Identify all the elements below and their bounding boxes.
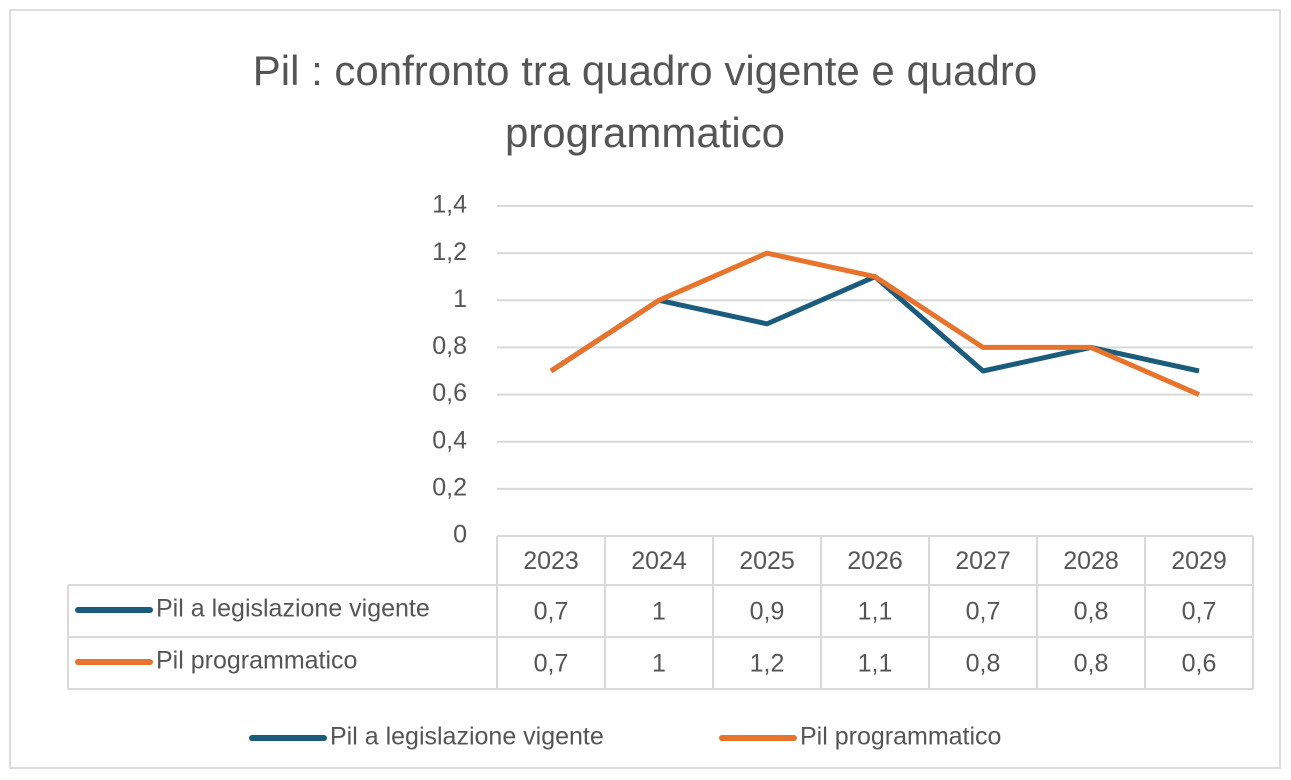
table-cell: 0,7 [966,598,1001,626]
x-tick-label: 2024 [631,547,687,575]
table-cell: 0,7 [534,598,569,626]
table-cell: 0,8 [966,650,1001,678]
x-tick-label: 2028 [1063,547,1119,575]
table-cell: 0,7 [1182,598,1217,626]
legend-label: Pil a legislazione vigente [330,723,604,751]
y-tick-label: 0,6 [432,379,467,407]
x-tick-label: 2029 [1171,547,1227,575]
table-cell: 1,1 [858,598,893,626]
y-tick-label: 0,2 [432,473,467,501]
y-tick-label: 0 [453,521,467,549]
x-tick-label: 2026 [847,547,903,575]
chart-title: Pil : confronto tra quadro vigente e qua… [252,47,1038,156]
x-tick-label: 2025 [739,547,795,575]
table-cell: 0,8 [1074,650,1109,678]
legend-label: Pil programmatico [800,723,1001,751]
table-cell: 1,1 [858,650,893,678]
table-cell: 1 [652,650,666,678]
table-row-label: Pil programmatico [156,647,357,675]
table-cell: 0,7 [534,650,569,678]
chart-frame [9,9,1281,769]
table-cell: 0,6 [1182,650,1217,678]
y-tick-label: 1 [453,285,467,313]
table-cell: 1 [652,598,666,626]
y-tick-label: 0,4 [432,426,467,454]
x-tick-label: 2027 [955,547,1011,575]
y-tick-label: 0,8 [432,332,467,360]
table-row-label: Pil a legislazione vigente [156,595,430,623]
table-cell: 1,2 [750,650,785,678]
series-line [549,250,1201,397]
x-tick-label: 2023 [523,547,579,575]
y-tick-label: 1,2 [432,238,467,266]
table-cell: 0,8 [1074,598,1109,626]
y-tick-label: 1,4 [432,191,467,219]
table-cell: 0,9 [750,598,785,626]
